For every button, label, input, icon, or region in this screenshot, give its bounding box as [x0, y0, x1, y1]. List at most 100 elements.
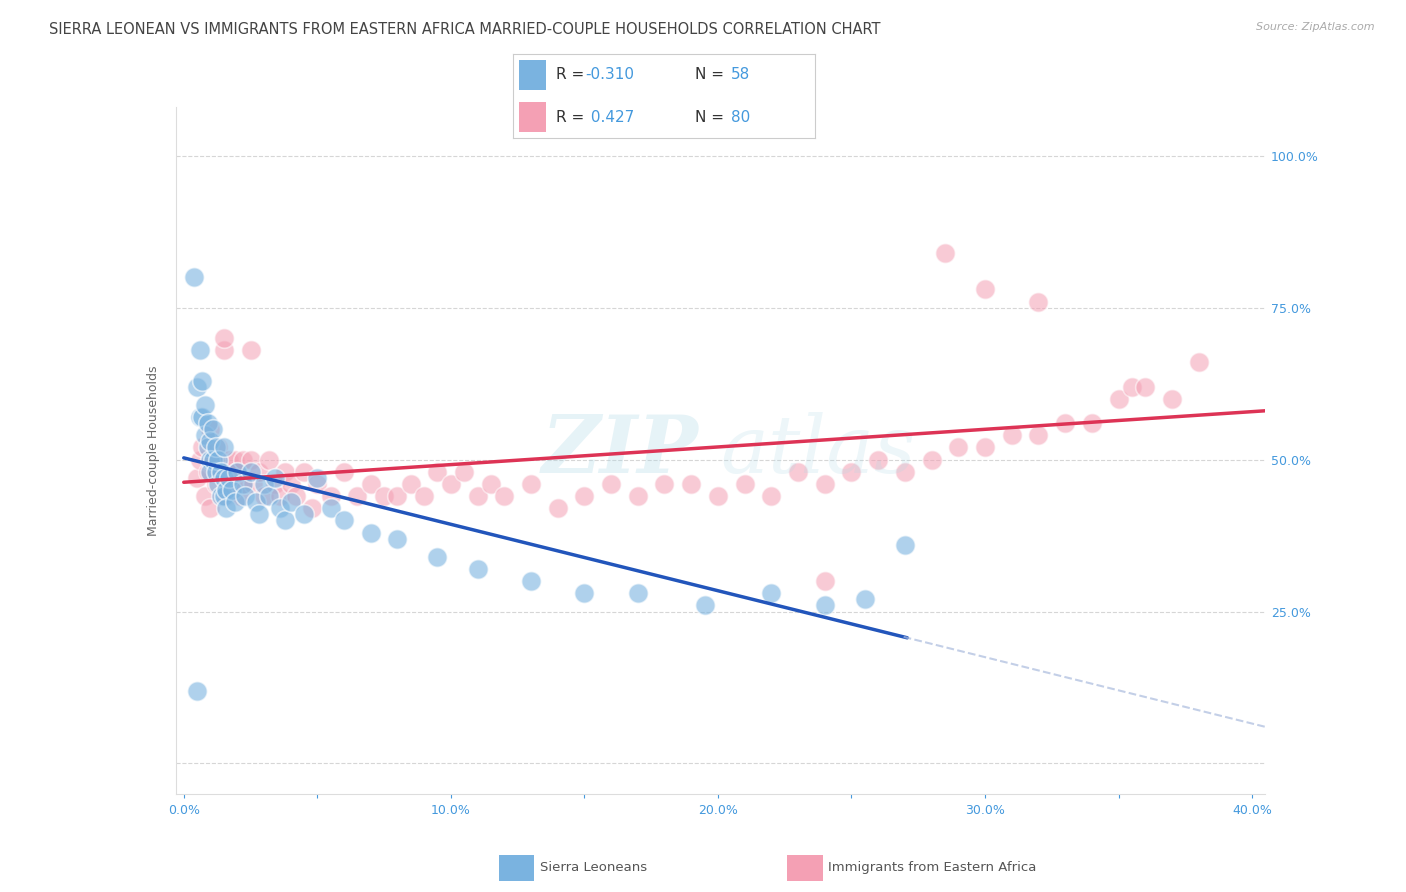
- Point: [426, 465, 449, 479]
- Point: [307, 471, 329, 485]
- Point: [188, 452, 211, 467]
- Point: [387, 489, 409, 503]
- Point: [212, 489, 235, 503]
- Point: [814, 574, 837, 589]
- Point: [218, 471, 240, 485]
- Point: [681, 476, 703, 491]
- Point: [574, 489, 596, 503]
- Point: [426, 549, 449, 564]
- Text: N =: N =: [695, 67, 728, 82]
- Point: [209, 465, 232, 479]
- Point: [215, 489, 238, 503]
- Point: [212, 331, 235, 345]
- Text: Source: ZipAtlas.com: Source: ZipAtlas.com: [1257, 22, 1375, 32]
- Point: [1121, 379, 1143, 393]
- Point: [224, 495, 246, 509]
- Point: [209, 489, 232, 503]
- Point: [853, 592, 876, 607]
- Point: [233, 476, 256, 491]
- Point: [440, 476, 463, 491]
- Point: [202, 422, 225, 436]
- Point: [868, 452, 890, 467]
- Point: [239, 452, 262, 467]
- Point: [226, 465, 249, 479]
- Point: [204, 441, 226, 455]
- Point: [921, 452, 943, 467]
- Point: [212, 441, 235, 455]
- Point: [520, 476, 543, 491]
- Point: [373, 489, 395, 503]
- Point: [761, 489, 783, 503]
- Point: [574, 586, 596, 600]
- Point: [269, 489, 291, 503]
- Text: -0.310: -0.310: [586, 67, 634, 82]
- Text: R =: R =: [555, 110, 589, 125]
- Point: [209, 465, 232, 479]
- Point: [200, 501, 222, 516]
- Point: [233, 489, 256, 503]
- Point: [194, 398, 217, 412]
- Point: [494, 489, 516, 503]
- Text: ZIP: ZIP: [541, 412, 699, 489]
- Text: N =: N =: [695, 110, 728, 125]
- Point: [974, 441, 997, 455]
- Point: [600, 476, 623, 491]
- Point: [191, 441, 214, 455]
- Point: [413, 489, 436, 503]
- Point: [188, 343, 211, 358]
- Point: [186, 471, 208, 485]
- Point: [204, 465, 226, 479]
- Point: [467, 489, 489, 503]
- Point: [218, 452, 240, 467]
- Point: [257, 489, 280, 503]
- Point: [202, 452, 225, 467]
- Point: [204, 476, 226, 491]
- Point: [200, 422, 222, 436]
- Point: [183, 270, 205, 285]
- Point: [814, 476, 837, 491]
- Point: [207, 452, 229, 467]
- Point: [934, 246, 956, 260]
- Point: [263, 476, 285, 491]
- Point: [186, 683, 208, 698]
- Point: [207, 476, 229, 491]
- Text: Sierra Leoneans: Sierra Leoneans: [540, 862, 647, 874]
- Text: Immigrants from Eastern Africa: Immigrants from Eastern Africa: [828, 862, 1036, 874]
- Point: [292, 465, 315, 479]
- Point: [1028, 428, 1050, 442]
- Point: [253, 489, 276, 503]
- Point: [274, 465, 297, 479]
- Point: [734, 476, 756, 491]
- Point: [194, 428, 217, 442]
- Point: [841, 465, 863, 479]
- Point: [221, 483, 243, 497]
- Point: [200, 434, 222, 449]
- Point: [1188, 355, 1211, 369]
- Point: [245, 495, 267, 509]
- Point: [263, 471, 285, 485]
- Point: [707, 489, 730, 503]
- Point: [191, 410, 214, 425]
- Point: [280, 476, 302, 491]
- Point: [231, 452, 253, 467]
- Point: [191, 374, 214, 388]
- Point: [197, 465, 219, 479]
- Point: [188, 410, 211, 425]
- Point: [215, 483, 238, 497]
- Point: [247, 508, 270, 522]
- Point: [948, 441, 970, 455]
- Point: [520, 574, 543, 589]
- Point: [453, 465, 475, 479]
- Point: [333, 465, 356, 479]
- Point: [224, 452, 246, 467]
- Point: [280, 495, 302, 509]
- Point: [1028, 294, 1050, 309]
- Text: 80: 80: [731, 110, 749, 125]
- Point: [301, 501, 323, 516]
- Point: [894, 465, 917, 479]
- Text: 58: 58: [731, 67, 749, 82]
- Point: [269, 501, 291, 516]
- Point: [221, 476, 243, 491]
- Bar: [519, 60, 547, 89]
- Point: [360, 476, 382, 491]
